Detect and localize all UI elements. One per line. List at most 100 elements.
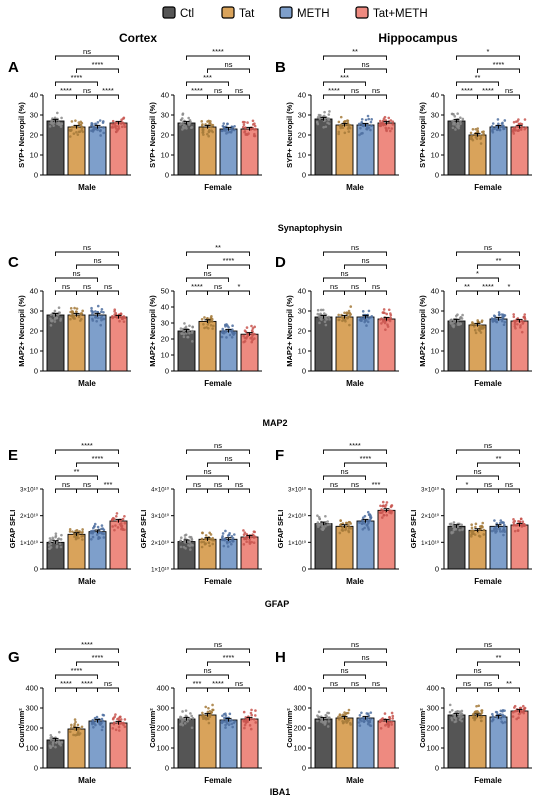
bar-tat-meth [377,509,396,570]
significance-label: ns [505,86,513,95]
significance-bracket [186,81,229,86]
data-point [98,129,102,133]
y-axis-label: Count/mm² [285,708,294,748]
data-point [75,307,79,310]
significance-label: ns [193,480,201,489]
data-point [228,531,231,535]
data-point [324,525,327,528]
data-point [200,545,204,549]
data-point [481,130,484,134]
data-point [474,127,478,131]
data-point [191,325,194,329]
data-point [368,719,371,723]
data-point [94,310,97,313]
data-point [111,119,115,123]
data-point [322,527,326,530]
data-point [76,723,80,727]
data-point [245,540,248,544]
data-point [451,321,454,325]
bar-meth [88,314,107,372]
data-point [188,331,191,335]
data-point [222,331,226,335]
significance-label: ns [474,467,482,476]
data-point [341,721,345,725]
y-tick-label: 300 [156,704,169,713]
data-point [473,717,477,720]
data-point [481,521,485,525]
significance-label: **** [71,73,83,82]
data-point [470,134,474,138]
data-point [245,326,249,329]
data-point [102,131,106,135]
data-point [380,322,383,325]
data-point [209,323,213,327]
y-tick-label: 10 [298,151,306,160]
data-point [502,528,505,531]
x-axis-label: Female [474,183,502,192]
data-point [389,505,393,509]
x-axis-label: Male [346,379,364,388]
data-point [91,312,94,316]
data-point [69,307,73,310]
data-point [180,332,183,335]
data-point [211,703,214,707]
data-point [111,315,114,319]
significance-label: ns [372,282,380,291]
data-point [114,728,118,732]
data-point [460,709,464,713]
bar-tat-meth [510,320,529,372]
chart-e-female: 1×10¹⁰ 2×10¹⁰ 3×10¹⁰ 4×10¹⁰ GFAP SFLI Female n… [139,441,262,586]
data-point [49,542,53,546]
x-axis-label: Female [474,577,502,586]
data-point [100,527,103,531]
data-point [390,711,394,715]
significance-label: **** [92,454,104,463]
data-point [511,715,515,718]
significance-bracket [207,687,229,692]
data-point [344,527,348,531]
data-point [245,537,248,540]
data-point [78,130,82,133]
significance-bracket [456,251,520,256]
data-point [519,324,522,327]
data-point [208,709,212,713]
data-point [522,708,526,711]
data-point [123,125,127,129]
data-point [70,120,74,123]
y-tick-label: 1×10¹⁰ [20,540,39,547]
data-point [252,134,256,138]
data-point [203,326,206,330]
data-point [180,117,184,120]
data-point [502,533,505,537]
data-point [482,533,486,536]
bar-tat-meth [109,316,128,372]
data-point [247,132,250,135]
data-point [515,717,518,721]
data-point [81,528,84,531]
data-point [243,329,247,333]
significance-bracket [186,251,250,256]
significance-label: **** [482,86,494,95]
data-point [230,534,234,538]
y-tick-label: 0 [302,171,306,180]
x-axis-label: Female [474,776,502,785]
data-point [77,727,81,731]
data-point [185,332,188,335]
data-point [324,514,327,518]
data-point [323,315,327,318]
y-tick-label: 100 [293,744,306,753]
data-point [201,531,204,535]
data-point [359,126,362,130]
significance-bracket [323,674,366,679]
data-point [252,717,256,721]
data-point [319,317,323,321]
significance-label: * [487,47,490,56]
data-point [187,116,190,120]
data-point [316,714,319,717]
significance-bracket [498,687,520,692]
y-tick-label: 10 [431,151,439,160]
data-point [322,125,325,129]
data-point [73,722,76,726]
data-point [122,723,125,727]
